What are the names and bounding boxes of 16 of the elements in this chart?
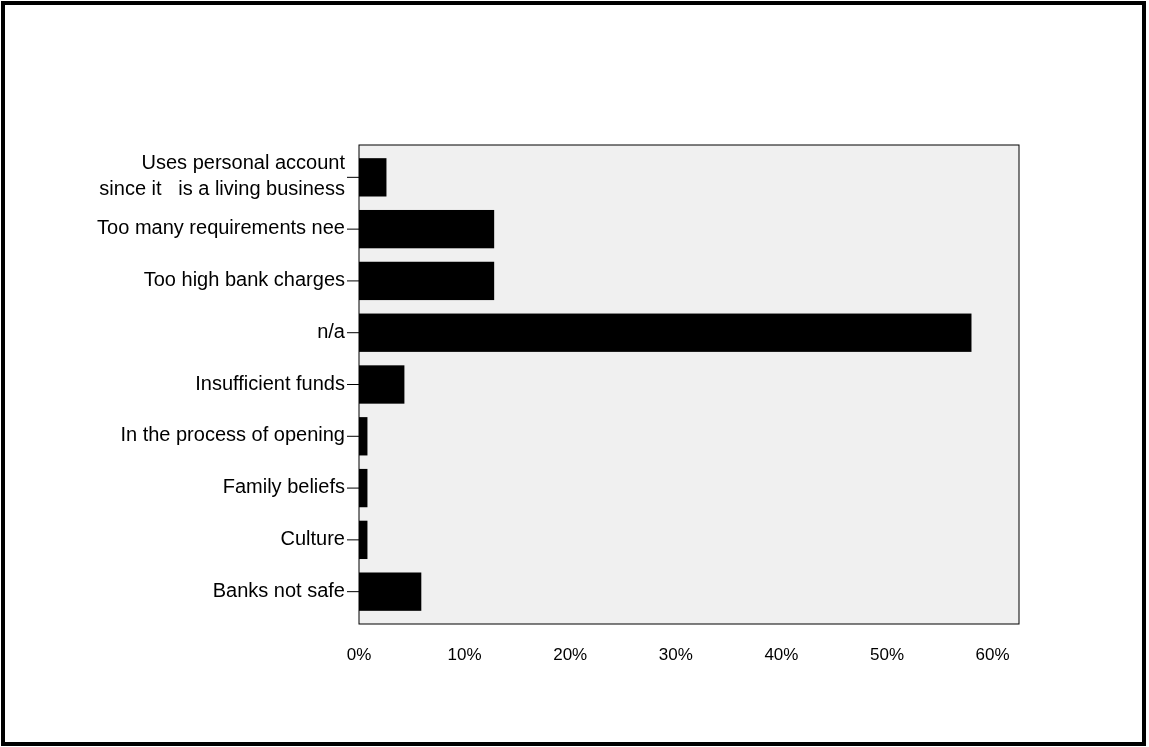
y-tick-label: Too many requirements nee xyxy=(97,216,345,239)
y-tick-label: Culture xyxy=(280,527,345,550)
x-tick-label: 30% xyxy=(658,645,693,664)
y-tick-label: Uses personal account since it is a living business xyxy=(99,151,346,200)
x-tick-label: 40% xyxy=(764,645,799,664)
x-tick-label: 20% xyxy=(553,645,588,664)
x-tick-label: 50% xyxy=(869,645,905,664)
x-tick-label: 10% xyxy=(447,645,482,664)
y-tick-label: Insufficient funds xyxy=(195,371,345,394)
y-tick-label: Too high bank charges xyxy=(143,268,345,291)
x-tick-label: 60% xyxy=(975,645,1010,664)
x-tick-label: 0% xyxy=(346,645,372,664)
y-tick-label: Banks not safe xyxy=(212,578,345,601)
y-tick-label: In the process of opening xyxy=(120,423,345,446)
y-tick-label: n/a xyxy=(317,319,346,342)
y-tick-label: Family beliefs xyxy=(222,475,345,498)
